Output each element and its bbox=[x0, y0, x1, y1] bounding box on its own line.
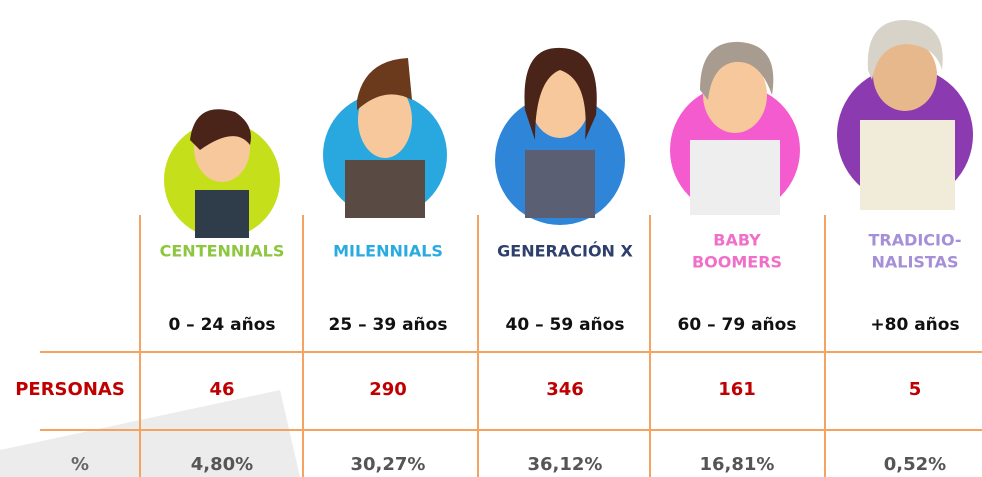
age-range: 40 – 59 años bbox=[506, 315, 625, 335]
generation-name: CENTENNIALS bbox=[160, 242, 285, 261]
avatar-baby-boomers bbox=[670, 42, 800, 215]
row-label: PERSONAS bbox=[15, 379, 125, 400]
personas-value: 290 bbox=[369, 379, 407, 400]
avatar-milennials bbox=[323, 58, 447, 218]
personas-value: 346 bbox=[546, 379, 584, 400]
row-label: % bbox=[71, 454, 89, 475]
infographic: PERSONAS % CENTENNIALS 0 – 24 años 46 4,80%… bbox=[0, 0, 982, 477]
generation-name: NALISTAS bbox=[871, 253, 958, 272]
generation-name: MILENNIALS bbox=[333, 242, 443, 261]
percent-value: 30,27% bbox=[351, 454, 426, 475]
generation-name: TRADICIO- bbox=[868, 231, 961, 250]
age-range: 0 – 24 años bbox=[168, 315, 275, 335]
percent-value: 4,80% bbox=[191, 454, 253, 475]
decoration bbox=[0, 390, 300, 477]
personas-value: 161 bbox=[718, 379, 756, 400]
percent-value: 16,81% bbox=[700, 454, 775, 475]
generation-name: GENERACIÓN X bbox=[497, 242, 633, 261]
avatar-tradicionalistas bbox=[837, 20, 973, 210]
age-range: +80 años bbox=[870, 315, 959, 335]
age-range: 60 – 79 años bbox=[678, 315, 797, 335]
avatar-centennials bbox=[164, 109, 280, 238]
age-range: 25 – 39 años bbox=[329, 315, 448, 335]
personas-value: 5 bbox=[909, 379, 922, 400]
percent-value: 0,52% bbox=[884, 454, 946, 475]
avatar-generacion-x bbox=[495, 48, 625, 225]
percent-value: 36,12% bbox=[528, 454, 603, 475]
generation-name: BOOMERS bbox=[692, 253, 782, 272]
generation-name: BABY bbox=[713, 231, 761, 250]
personas-value: 46 bbox=[209, 379, 234, 400]
